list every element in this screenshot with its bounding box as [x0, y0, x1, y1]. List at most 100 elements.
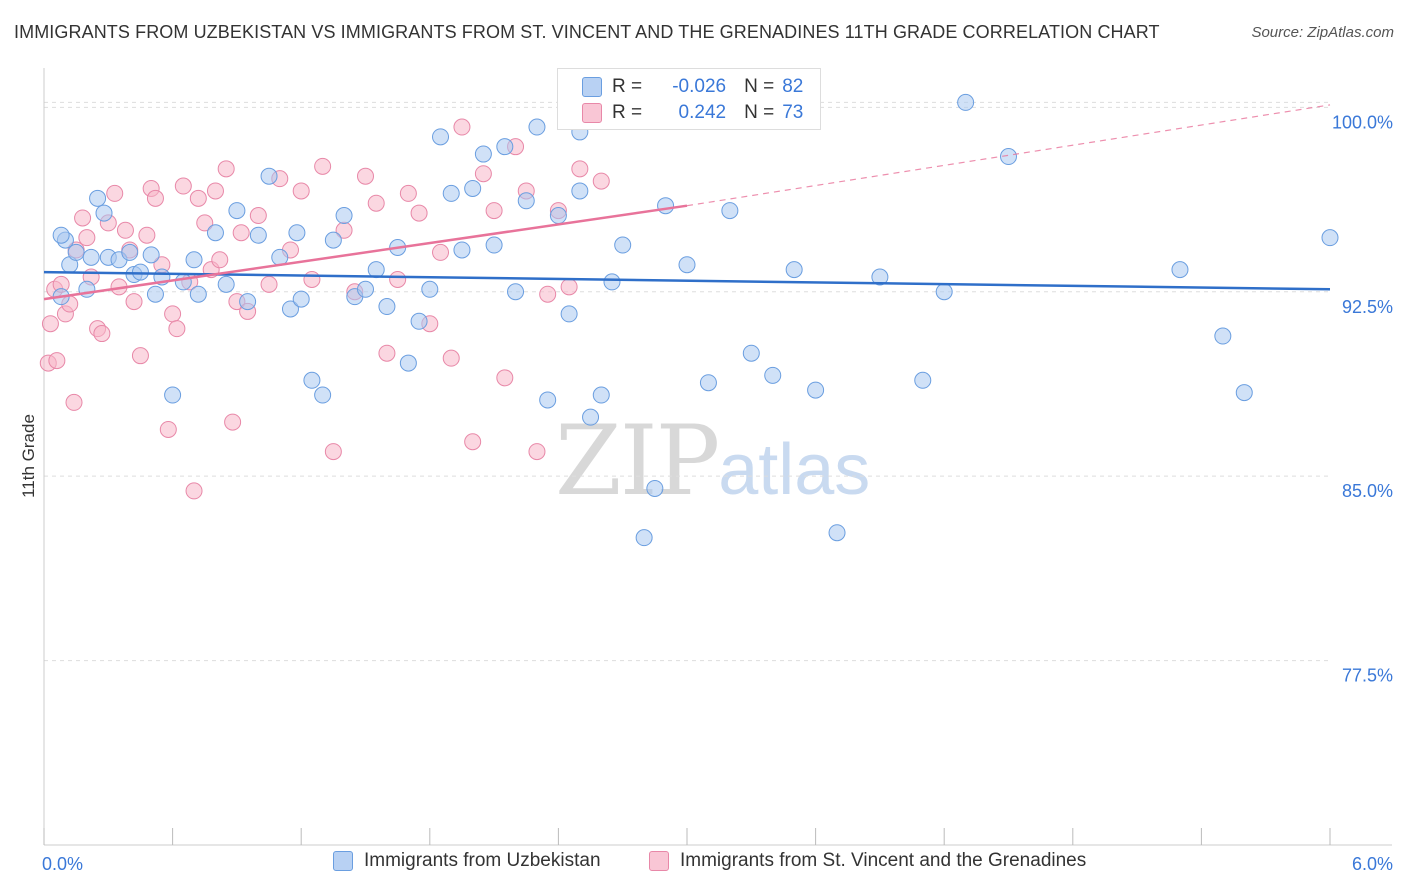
stats-n-value: 82 — [782, 76, 804, 97]
y-axis-title: 11th Grade — [19, 414, 38, 498]
data-point-pink — [106, 184, 124, 202]
data-point-blue — [249, 226, 267, 244]
data-point-blue — [399, 354, 417, 372]
watermark: ZIPatlas — [555, 405, 870, 517]
data-point-blue — [189, 285, 207, 303]
data-point-pink — [303, 270, 321, 288]
data-point-pink — [125, 293, 143, 311]
data-point-blue — [432, 128, 450, 146]
data-point-pink — [292, 182, 310, 200]
data-point-blue — [485, 236, 503, 254]
data-point-pink — [48, 352, 66, 370]
data-point-pink — [65, 393, 83, 411]
data-point-pink — [131, 347, 149, 365]
data-point-blue — [742, 344, 760, 362]
data-point-blue — [146, 285, 164, 303]
x-tick-label: 0.0% — [42, 854, 83, 874]
data-point-blue — [614, 236, 632, 254]
y-tick-label: 92.5% — [1342, 297, 1393, 317]
legend-item-st-vincent[interactable]: Immigrants from St. Vincent and the Gren… — [649, 850, 1086, 872]
data-point-blue — [1235, 384, 1253, 402]
data-point-blue — [1000, 148, 1017, 166]
data-point-pink — [442, 349, 460, 367]
data-point-blue — [474, 145, 492, 163]
data-point-pink — [485, 202, 503, 220]
data-point-pink — [78, 229, 96, 247]
data-point-blue — [89, 189, 107, 207]
stats-r-label: R = — [612, 76, 643, 97]
data-point-blue — [378, 298, 396, 316]
data-point-blue — [657, 197, 675, 215]
data-point-pink — [232, 224, 250, 242]
data-point-blue — [453, 241, 471, 259]
data-point-pink — [211, 251, 229, 269]
legend-item-uzbekistan[interactable]: Immigrants from Uzbekistan — [333, 850, 601, 872]
data-point-pink — [314, 157, 332, 175]
data-point-pink — [464, 433, 482, 451]
data-point-pink — [224, 413, 242, 431]
data-point-pink — [399, 184, 417, 202]
data-point-blue — [206, 224, 224, 242]
stats-swatch-blue — [582, 77, 602, 97]
data-point-blue — [260, 167, 278, 185]
trend-extension-pink — [686, 104, 1331, 207]
chart-legend: Immigrants from Uzbekistan Immigrants fr… — [0, 850, 1406, 880]
data-point-blue — [421, 280, 439, 298]
data-point-blue — [828, 524, 846, 542]
watermark-zip: ZIP — [555, 405, 720, 517]
data-point-pink — [217, 160, 235, 178]
data-point-pink — [528, 443, 546, 461]
data-point-pink — [189, 189, 207, 207]
data-point-blue — [1214, 327, 1232, 345]
data-point-blue — [1321, 229, 1339, 247]
data-point-blue — [185, 251, 203, 269]
x-tick-label: 6.0% — [1352, 854, 1393, 874]
data-point-pink — [138, 226, 156, 244]
data-point-blue — [957, 93, 975, 111]
data-point-pink — [74, 209, 92, 227]
data-point-blue — [164, 386, 182, 404]
data-point-blue — [935, 283, 953, 301]
data-point-blue — [528, 118, 546, 136]
stats-r-value: -0.026 — [672, 76, 727, 97]
data-point-blue — [549, 207, 567, 225]
data-point-blue — [592, 386, 610, 404]
y-tick-label: 77.5% — [1342, 666, 1393, 686]
data-point-blue — [52, 226, 70, 244]
data-point-blue — [914, 371, 932, 389]
data-point-blue — [82, 248, 100, 266]
source-credit: Source: ZipAtlas.com — [1251, 24, 1394, 41]
watermark-atlas: atlas — [718, 430, 871, 510]
data-point-pink — [410, 204, 428, 222]
stats-r-label: R = — [612, 102, 643, 123]
data-point-blue — [699, 374, 717, 392]
data-point-pink — [41, 315, 59, 333]
data-point-pink — [474, 165, 492, 183]
correlation-stats-box: R = -0.026 N = 82 R = 0.242 N = 73 — [557, 68, 821, 130]
data-point-blue — [807, 381, 825, 399]
data-point-blue — [517, 192, 535, 210]
data-point-pink — [196, 214, 214, 232]
data-point-pink — [249, 207, 267, 225]
data-point-blue — [635, 529, 653, 547]
data-point-pink — [324, 443, 342, 461]
data-point-blue — [539, 391, 557, 409]
data-point-blue — [646, 479, 664, 497]
data-point-blue — [314, 386, 332, 404]
data-point-blue — [217, 275, 235, 293]
data-point-pink — [560, 278, 578, 296]
data-point-blue — [335, 207, 353, 225]
stats-n-label: N = — [744, 102, 775, 123]
data-point-blue — [288, 224, 306, 242]
y-tick-label: 100.0% — [1332, 112, 1393, 132]
data-point-blue — [678, 256, 696, 274]
stats-n-value: 73 — [782, 102, 804, 123]
trend-line-pink — [43, 204, 688, 301]
data-point-pink — [539, 285, 557, 303]
data-point-blue — [721, 202, 739, 220]
y-tick-label: 85.0% — [1342, 481, 1393, 501]
legend-swatch-blue — [333, 851, 353, 871]
data-point-blue — [507, 283, 525, 301]
data-point-blue — [121, 243, 139, 261]
stats-row-st-vincent: R = 0.242 N = 73 — [582, 101, 803, 125]
